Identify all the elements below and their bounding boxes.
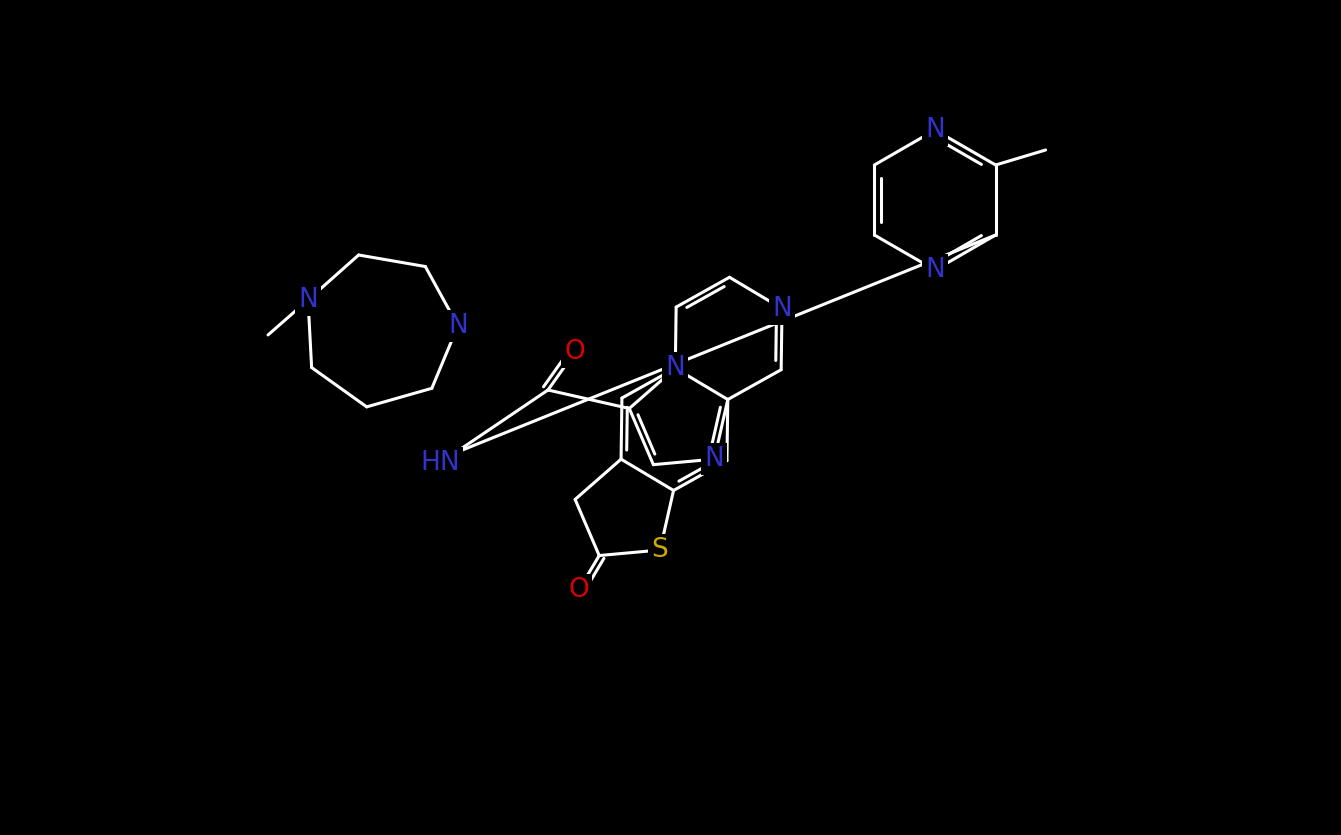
Text: N: N	[665, 355, 685, 382]
Text: N: N	[925, 117, 945, 143]
Text: HN: HN	[420, 450, 460, 476]
Text: N: N	[772, 296, 793, 321]
Text: O: O	[565, 339, 586, 365]
Text: O: O	[569, 577, 589, 603]
Text: S: S	[652, 537, 668, 563]
Text: N: N	[665, 355, 685, 382]
Text: N: N	[448, 313, 468, 339]
Text: N: N	[704, 446, 724, 472]
Text: N: N	[925, 257, 945, 283]
Text: N: N	[298, 287, 318, 313]
